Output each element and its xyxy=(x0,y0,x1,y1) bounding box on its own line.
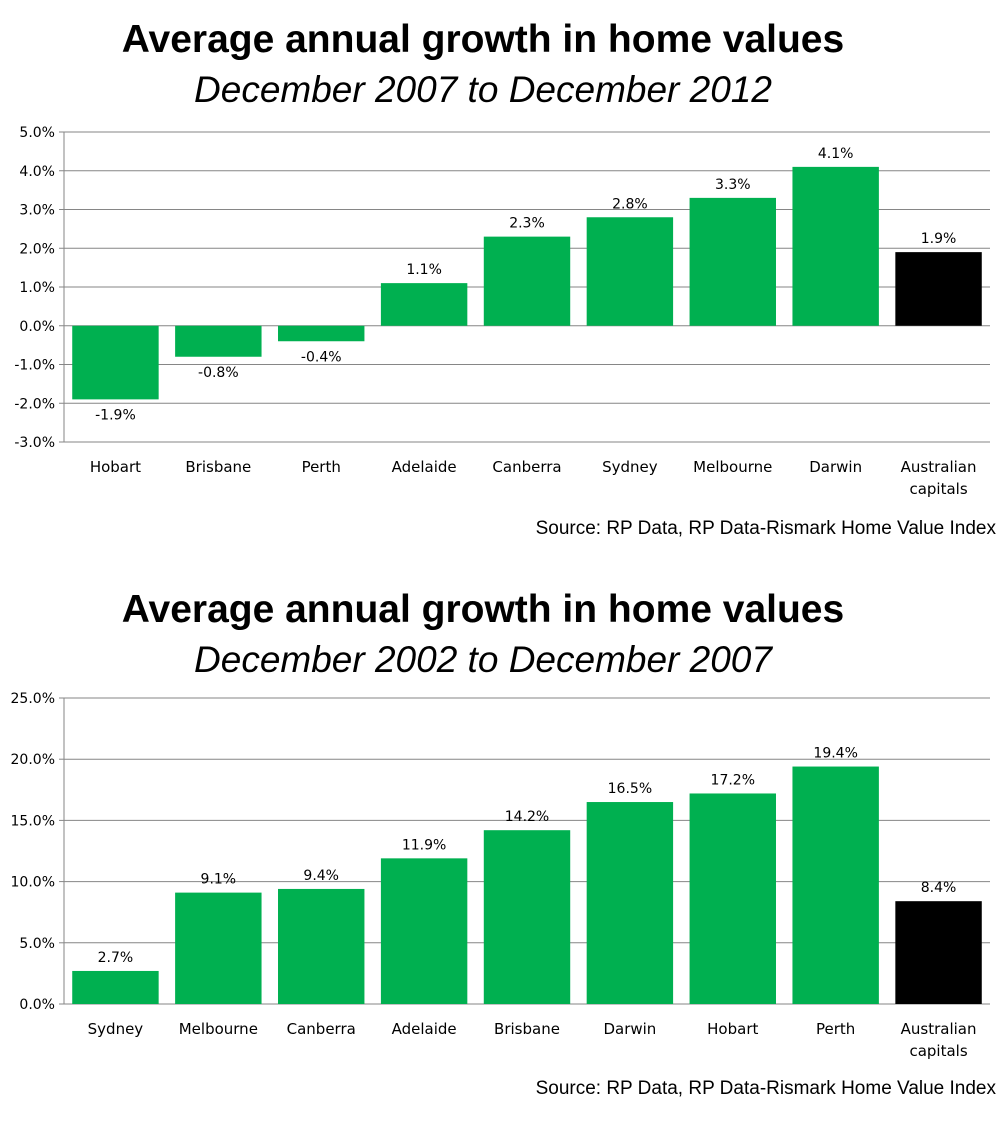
bar xyxy=(586,802,674,1004)
y-tick-label: -1.0% xyxy=(14,358,55,374)
source-note: Source: RP Data, RP Data-Rismark Home Va… xyxy=(535,1078,996,1099)
chart-subtitle: December 2007 to December 2012 xyxy=(194,69,772,110)
category-label: Melbourne xyxy=(179,1020,258,1038)
bar xyxy=(72,325,159,400)
bar xyxy=(72,970,159,1004)
category-label: Hobart xyxy=(707,1020,758,1038)
y-tick-label: 20.0% xyxy=(11,752,55,768)
bar xyxy=(792,166,879,326)
category-label: Darwin xyxy=(603,1020,656,1038)
category-label: Australian capitals xyxy=(901,458,977,498)
bar xyxy=(689,793,776,1004)
y-tick-label: 15.0% xyxy=(11,813,55,829)
data-label: 1.9% xyxy=(921,231,957,247)
bar xyxy=(278,888,365,1004)
data-label: -0.8% xyxy=(198,365,239,381)
data-label: 14.2% xyxy=(505,809,549,825)
data-label: 19.4% xyxy=(813,746,857,762)
category-label: Brisbane xyxy=(494,1020,560,1038)
category-label: Adelaide xyxy=(392,1020,457,1038)
bar xyxy=(483,236,571,326)
category-label: Melbourne xyxy=(693,458,772,476)
y-tick-label: 25.0% xyxy=(11,691,55,707)
category-label: Hobart xyxy=(90,458,141,476)
bar xyxy=(483,830,571,1004)
chart-title: Average annual growth in home values xyxy=(121,18,845,61)
bar-chart-2007-2012: -3.0% -2.0% -1.0% 0.0% 1.0% 2.0% 3.0% 4.0% 5.0% -… xyxy=(14,125,990,498)
data-label: 4.1% xyxy=(818,146,854,162)
bar-chart-2002-2007: 0.0% 5.0% 10.0% 15.0% 20.0% 25.0% 2.7% Sydney 9.… xyxy=(11,691,990,1060)
category-label: Sydney xyxy=(88,1020,144,1038)
chart-panel-1: Average annual growth in home values Dec… xyxy=(0,0,1000,560)
data-label: -1.9% xyxy=(95,407,136,423)
data-label: 2.8% xyxy=(612,196,648,212)
chart-panel-2: Average annual growth in home values Dec… xyxy=(0,570,1000,1137)
category-label: Adelaide xyxy=(392,458,457,476)
data-label: 17.2% xyxy=(711,772,755,788)
bar xyxy=(792,766,879,1004)
category-label: Perth xyxy=(302,458,341,476)
bar xyxy=(586,217,674,326)
data-label: 9.4% xyxy=(303,868,339,884)
data-label: 3.3% xyxy=(715,177,751,193)
category-label: Australian capitals xyxy=(901,1020,977,1060)
y-tick-label: 2.0% xyxy=(19,241,55,257)
chart-title: Average annual growth in home values xyxy=(121,588,845,631)
data-label: 2.7% xyxy=(98,950,134,966)
y-tick-label: 0.0% xyxy=(19,319,55,335)
category-label: Sydney xyxy=(602,458,658,476)
bar xyxy=(175,892,262,1004)
category-label: Darwin xyxy=(809,458,862,476)
data-label: 2.3% xyxy=(509,216,545,232)
bar xyxy=(689,197,776,326)
data-label: 1.1% xyxy=(406,262,442,278)
bar xyxy=(175,325,262,357)
y-tick-label: 4.0% xyxy=(19,164,55,180)
bar xyxy=(380,283,468,326)
category-label: Canberra xyxy=(287,1020,356,1038)
y-tick-label: 0.0% xyxy=(19,997,55,1013)
y-tick-label: 5.0% xyxy=(19,936,55,952)
chart-subtitle: December 2002 to December 2007 xyxy=(194,639,772,680)
data-label: 11.9% xyxy=(402,837,446,853)
bar xyxy=(380,858,468,1004)
bar xyxy=(895,252,982,326)
data-label: 9.1% xyxy=(201,872,237,888)
y-tick-label: 10.0% xyxy=(11,875,55,891)
data-label: -0.4% xyxy=(301,349,342,365)
y-tick-label: -2.0% xyxy=(14,396,55,412)
bar xyxy=(278,325,365,342)
category-label: Canberra xyxy=(492,458,561,476)
bar xyxy=(895,901,982,1004)
data-label: 16.5% xyxy=(608,781,652,797)
data-label: 8.4% xyxy=(921,880,957,896)
category-label: Brisbane xyxy=(185,458,251,476)
y-tick-label: -3.0% xyxy=(14,435,55,451)
category-label: Perth xyxy=(816,1020,855,1038)
y-tick-label: 1.0% xyxy=(19,280,55,296)
source-note: Source: RP Data, RP Data-Rismark Home Va… xyxy=(535,518,996,539)
y-tick-label: 5.0% xyxy=(19,125,55,141)
y-tick-label: 3.0% xyxy=(19,203,55,219)
